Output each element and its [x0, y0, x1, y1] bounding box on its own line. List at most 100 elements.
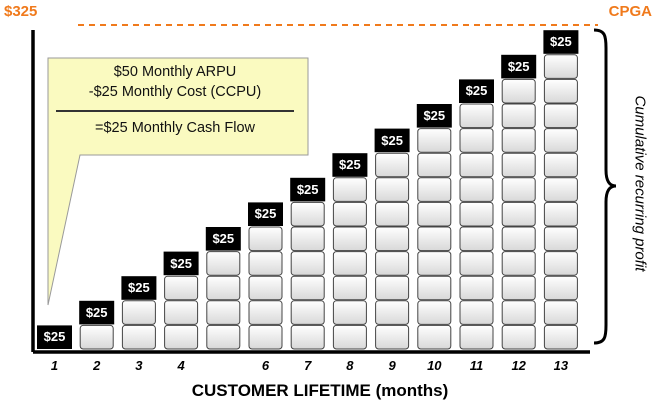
month-label: 9 [388, 358, 396, 373]
profit-block [332, 324, 367, 350]
month-label: 4 [177, 358, 185, 373]
profit-block [206, 275, 241, 301]
value-label: $25 [254, 206, 277, 222]
profit-block [459, 251, 494, 276]
profit-block [417, 275, 452, 301]
value-label: $25 [339, 157, 361, 173]
profit-block [332, 177, 367, 202]
profit-block [501, 177, 536, 202]
profit-block [375, 300, 410, 325]
profit-block [501, 152, 536, 178]
callout-cost: -$25 Monthly Cost (CCPU) [88, 84, 262, 100]
callout-bubble [47, 57, 309, 306]
profit-block [164, 324, 199, 350]
profit-block [290, 201, 325, 227]
profit-block [290, 300, 325, 325]
profit-block [543, 128, 578, 153]
value-label: $25 [550, 34, 572, 50]
month-label: 12 [511, 358, 526, 373]
profit-block [501, 103, 536, 129]
profit-block [543, 54, 578, 79]
value-label: $25 [423, 108, 446, 123]
month-label: 8 [346, 358, 354, 373]
value-label-box [416, 104, 452, 128]
profit-block [417, 324, 452, 350]
max-value-label: $325 [4, 3, 38, 20]
profit-block [543, 226, 578, 252]
profit-block [248, 300, 283, 325]
value-label-box [290, 177, 326, 202]
profit-block [290, 226, 325, 252]
month-label: 11 [469, 358, 484, 373]
value-label: $25 [465, 83, 488, 99]
value-label: $25 [170, 255, 192, 271]
profit-block [375, 201, 410, 227]
profit-block [332, 300, 367, 325]
profit-block [459, 152, 494, 178]
profit-block [417, 226, 452, 252]
profit-block [417, 300, 452, 325]
value-label: $25 [85, 304, 108, 320]
profit-block [375, 152, 410, 178]
profit-block [375, 226, 410, 252]
profit-block [543, 177, 578, 202]
value-label: $25 [381, 132, 403, 148]
value-label-box [501, 54, 537, 79]
value-label-box [121, 276, 157, 300]
profit-block [417, 152, 452, 178]
profit-block [543, 275, 578, 301]
profit-block [459, 128, 494, 153]
profit-block [459, 177, 494, 202]
profit-block [417, 201, 452, 227]
month-label: 2 [93, 358, 101, 373]
profit-block [375, 251, 410, 276]
value-label-box [248, 202, 283, 226]
profit-block [501, 324, 536, 350]
profit-block [164, 275, 199, 301]
value-label: $25 [507, 58, 530, 74]
profit-block [417, 251, 452, 276]
profit-block [290, 251, 325, 276]
profit-block [459, 324, 494, 350]
cpga-label: CPGA [608, 3, 652, 20]
profit-block [459, 300, 494, 325]
brace-label: Cumulative recurring profit [631, 95, 649, 272]
value-label-box [374, 128, 410, 153]
profit-block [459, 275, 494, 301]
profit-block [206, 324, 241, 350]
month-label: 3 [135, 358, 143, 373]
month-label: 6 [261, 358, 270, 373]
profit-block [121, 324, 156, 350]
callout-text: $50 Monthly ARPU -$25 Monthly Cost (CCPU… [52, 62, 298, 138]
value-label: $25 [128, 280, 150, 296]
profit-block [501, 275, 536, 301]
profit-block [248, 275, 283, 301]
profit-block [290, 275, 325, 301]
profit-block [332, 275, 367, 301]
profit-block [79, 324, 114, 350]
profit-block [543, 78, 578, 104]
profit-block [459, 226, 494, 252]
profit-block [501, 201, 536, 227]
profit-block [459, 103, 494, 129]
profit-block [417, 128, 452, 153]
profit-block [501, 128, 536, 153]
profit-block [543, 201, 578, 227]
value-label-box [332, 153, 368, 177]
bars-layer [37, 30, 579, 350]
x-axis-title: CUSTOMER LIFETIME (months) [191, 381, 449, 400]
profit-block [543, 324, 578, 350]
value-label: $25 [212, 231, 235, 246]
value-label-box [459, 79, 494, 103]
profit-block [290, 324, 325, 350]
profit-block [543, 300, 578, 325]
profit-block [206, 251, 241, 276]
profit-block [332, 251, 367, 276]
callout-divider [56, 110, 294, 112]
value-label-box [37, 325, 72, 349]
profit-block [543, 251, 578, 276]
value-label-box [163, 251, 199, 276]
value-label: $25 [43, 329, 66, 345]
